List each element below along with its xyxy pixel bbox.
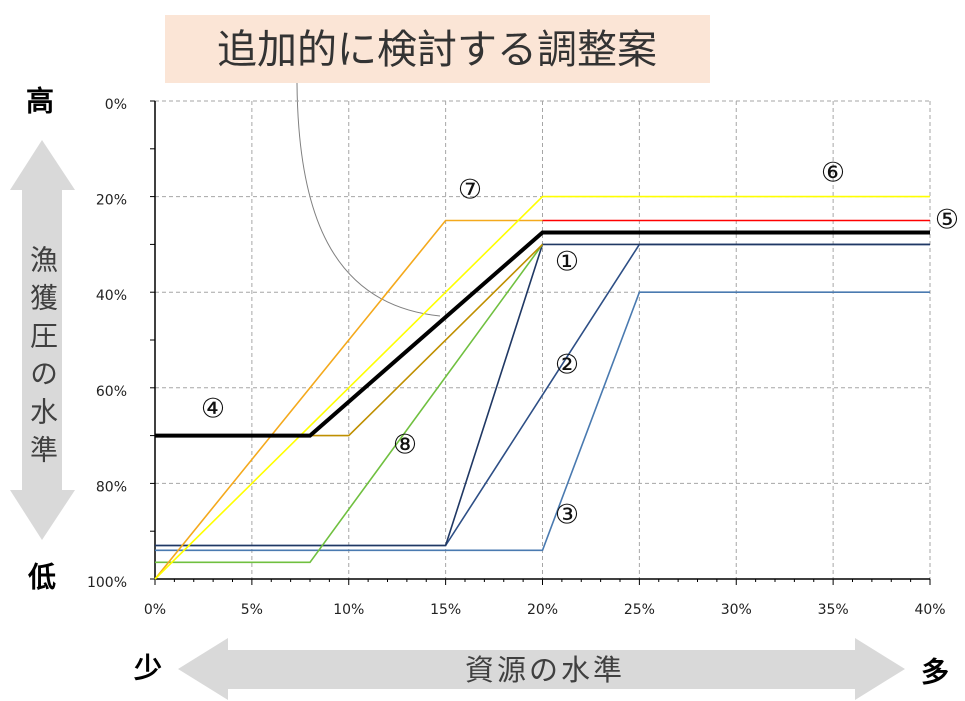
- series-label-2: ②: [555, 350, 579, 381]
- series-line-8: [155, 243, 544, 564]
- x-tick-label: 30%: [721, 602, 752, 618]
- callout-curve: [296, 82, 441, 317]
- y-low-label: 低: [27, 561, 56, 594]
- series-line-1: [155, 243, 930, 547]
- title-box: [165, 15, 710, 83]
- y-tick-label: 60%: [96, 384, 127, 400]
- x-tick-label: 20%: [527, 602, 558, 618]
- series-line-6: [154, 195, 930, 580]
- y-tick-label: 0%: [105, 97, 127, 113]
- x-tick-label: 25%: [624, 602, 655, 618]
- series-label-6: ⑥: [821, 158, 845, 189]
- x-tick-label: 15%: [430, 602, 461, 618]
- x-tick-label: 10%: [333, 602, 364, 618]
- tick-labels: 0% 5% 10% 15% 20% 25% 30% 35% 40% 0% 20% 40% 60% 80% 1…: [87, 97, 946, 618]
- series-label-3: ③: [555, 500, 579, 531]
- x-axis-double-arrow: [178, 638, 905, 700]
- x-low-label: 少: [134, 652, 162, 685]
- y-high-label: 高: [26, 85, 54, 118]
- x-high-label: 多: [921, 656, 949, 689]
- y-tick-label: 100%: [87, 575, 127, 591]
- series-line-7: [154, 219, 543, 580]
- series-line-3: [155, 291, 930, 552]
- y-tick-label: 20%: [96, 193, 127, 209]
- series-line-9: [155, 230, 930, 438]
- y-tick-label: 80%: [96, 479, 127, 495]
- series-label-1: ①: [555, 247, 579, 278]
- series-label-5: ⑤: [935, 205, 959, 236]
- series-lines: [154, 195, 930, 580]
- grid: [155, 100, 931, 579]
- x-tick-label: 40%: [914, 602, 945, 618]
- x-tick-label: 5%: [241, 602, 263, 618]
- y-axis-title: 漁獲圧の水準: [26, 245, 59, 473]
- x-tick-label: 35%: [818, 602, 849, 618]
- y-axis-double-arrow: [10, 140, 75, 540]
- series-label-4: ④: [201, 394, 225, 425]
- x-axis-title: 資源の水準: [465, 653, 625, 687]
- x-tick-label: 0%: [144, 602, 166, 618]
- series-label-7: ⑦: [458, 175, 482, 206]
- y-tick-label: 40%: [96, 288, 127, 304]
- axis-ticks: [150, 100, 931, 585]
- chart-title: 追加的に検討する調整案: [217, 27, 657, 73]
- series-label-8: ⑧: [393, 430, 417, 461]
